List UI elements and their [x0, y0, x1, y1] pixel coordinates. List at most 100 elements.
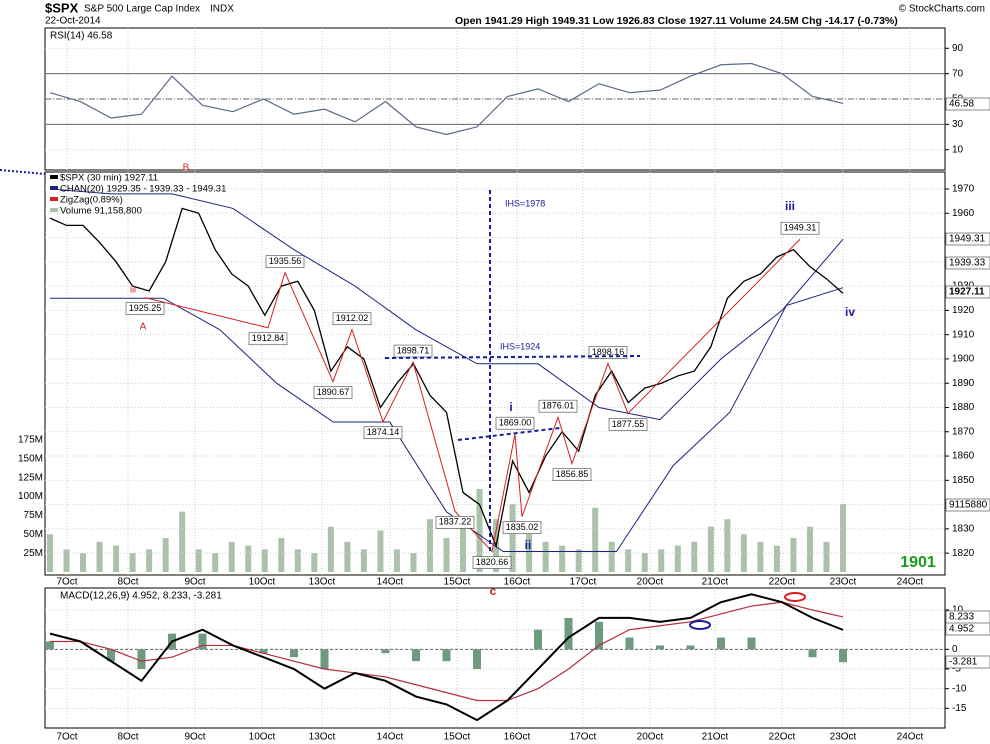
histogram-bar: [259, 649, 268, 654]
histogram-bar: [320, 649, 329, 670]
line: [50, 601, 844, 702]
volume-bar: [179, 511, 186, 572]
x-tick-label: 23Oct: [830, 732, 857, 743]
pivot-box: [435, 516, 475, 529]
volume-bar: [360, 549, 367, 572]
volume-bar: [113, 545, 120, 572]
x-tick-label: 14Oct: [377, 732, 404, 743]
volume-bar: [96, 541, 103, 572]
volume-bar: [757, 541, 764, 572]
legend-swatch: [50, 208, 58, 212]
pivot-box: [552, 468, 592, 481]
annotation: i: [509, 400, 512, 414]
volume-bar: [63, 549, 70, 572]
date: 22-Oct-2014: [45, 16, 101, 27]
annotation: A: [140, 322, 147, 333]
x-tick-label: 9Oct: [184, 732, 205, 743]
y-tick-label: 90: [952, 43, 964, 54]
ihs-shoulder: [457, 427, 561, 441]
histogram-bar: [625, 637, 634, 650]
offscreen-trend: [0, 169, 46, 175]
x-tick-label: 10Oct: [249, 577, 276, 588]
legend-swatch: [50, 197, 58, 201]
pivot-label: 1856.85: [556, 469, 589, 479]
line: [49, 593, 844, 722]
value-box: [945, 256, 990, 270]
pivot-box: [608, 418, 648, 431]
security-name: S&P 500 Large Cap Index: [84, 4, 200, 15]
x-tick-label: 17Oct: [570, 577, 597, 588]
pivot-label: 1925.25: [129, 303, 162, 313]
pivot-label: 1935.56: [269, 256, 302, 266]
volume-bar: [542, 541, 549, 572]
pivot-box: [502, 521, 542, 534]
pivot-label: 1869.00: [499, 418, 532, 428]
indicator-label: MACD(12,26,9) 4.952, 8.233, -3.281: [60, 591, 222, 602]
x-tick-label: 8Oct: [117, 577, 138, 588]
histogram-bar: [686, 645, 695, 650]
value-box: [945, 498, 990, 512]
volume-bar: [823, 541, 830, 572]
y-tick-label: 10: [952, 605, 964, 616]
pivot-label: 1837.22: [439, 517, 472, 527]
value-label: 4.952: [949, 624, 974, 635]
volume-bar: [344, 541, 351, 572]
histogram-bar: [473, 649, 481, 670]
line: [49, 188, 844, 421]
ihs-neckline: [384, 355, 641, 359]
macd-cross-marker: [689, 620, 711, 630]
histogram-bar: [839, 649, 847, 663]
value-label: 1927.11: [949, 287, 985, 298]
volume-bar: [80, 553, 87, 572]
x-tick-label: 24Oct: [897, 577, 924, 588]
value-label: 8.233: [949, 612, 974, 623]
x-tick-label: 23Oct: [830, 577, 857, 588]
value-label: 9115880: [949, 500, 988, 511]
x-tick-label: 21Oct: [702, 732, 729, 743]
x-tick-label: 15Oct: [444, 732, 471, 743]
volume-bar: [608, 541, 615, 572]
x-tick-label: 16Oct: [504, 732, 531, 743]
x-tick-label: 14Oct: [377, 577, 404, 588]
x-tick-label: 10Oct: [249, 732, 276, 743]
x-tick-label: 8Oct: [117, 732, 138, 743]
y-tick-label: -15: [952, 703, 967, 714]
legend-entry: CHAN(20) 1929.35 - 1939.33 - 1949.31: [60, 184, 226, 195]
volume-bar: [559, 545, 566, 572]
value-box: [945, 622, 990, 636]
volume-bar: [327, 526, 334, 572]
line: [49, 207, 844, 549]
histogram-bar: [808, 649, 817, 658]
histogram-bar: [656, 645, 664, 650]
volume-bar: [641, 553, 648, 572]
volume-bar: [674, 545, 681, 572]
y-tick-label: 1920: [952, 305, 975, 316]
histogram-bar: [107, 649, 115, 662]
y-tick-label: 1970: [952, 184, 975, 195]
volume-bar: [575, 549, 582, 572]
y-tick-label: 70: [952, 68, 964, 79]
volume-bar: [162, 538, 169, 572]
pivot-box: [248, 332, 288, 346]
copyright: © StockCharts.com: [899, 4, 985, 15]
y-tick-label: 10: [952, 144, 964, 155]
annotation: c: [490, 584, 497, 598]
x-tick-label: 24Oct: [897, 732, 924, 743]
legend-entry: $SPX (30 min) 1927.11: [60, 173, 158, 184]
volume-bar: [393, 549, 400, 572]
value-box: [945, 285, 990, 299]
value-label: 46.58: [949, 99, 974, 110]
quote: Open 1941.29 High 1949.31 Low 1926.83 Cl…: [455, 15, 898, 27]
pivot-box: [125, 302, 165, 315]
volume-bar: [840, 504, 846, 572]
y-tick-label: 1900: [952, 354, 975, 365]
annotation: ii: [525, 538, 532, 552]
pivot-label: 1877.55: [612, 419, 645, 429]
y-tick-label: 1860: [952, 451, 975, 462]
y-tick-label: 1870: [952, 426, 975, 437]
volume-tick-label: 50M: [24, 529, 43, 540]
line: [49, 62, 844, 136]
pivot-label: 1898.16: [592, 347, 625, 357]
volume-bar: [509, 504, 516, 572]
